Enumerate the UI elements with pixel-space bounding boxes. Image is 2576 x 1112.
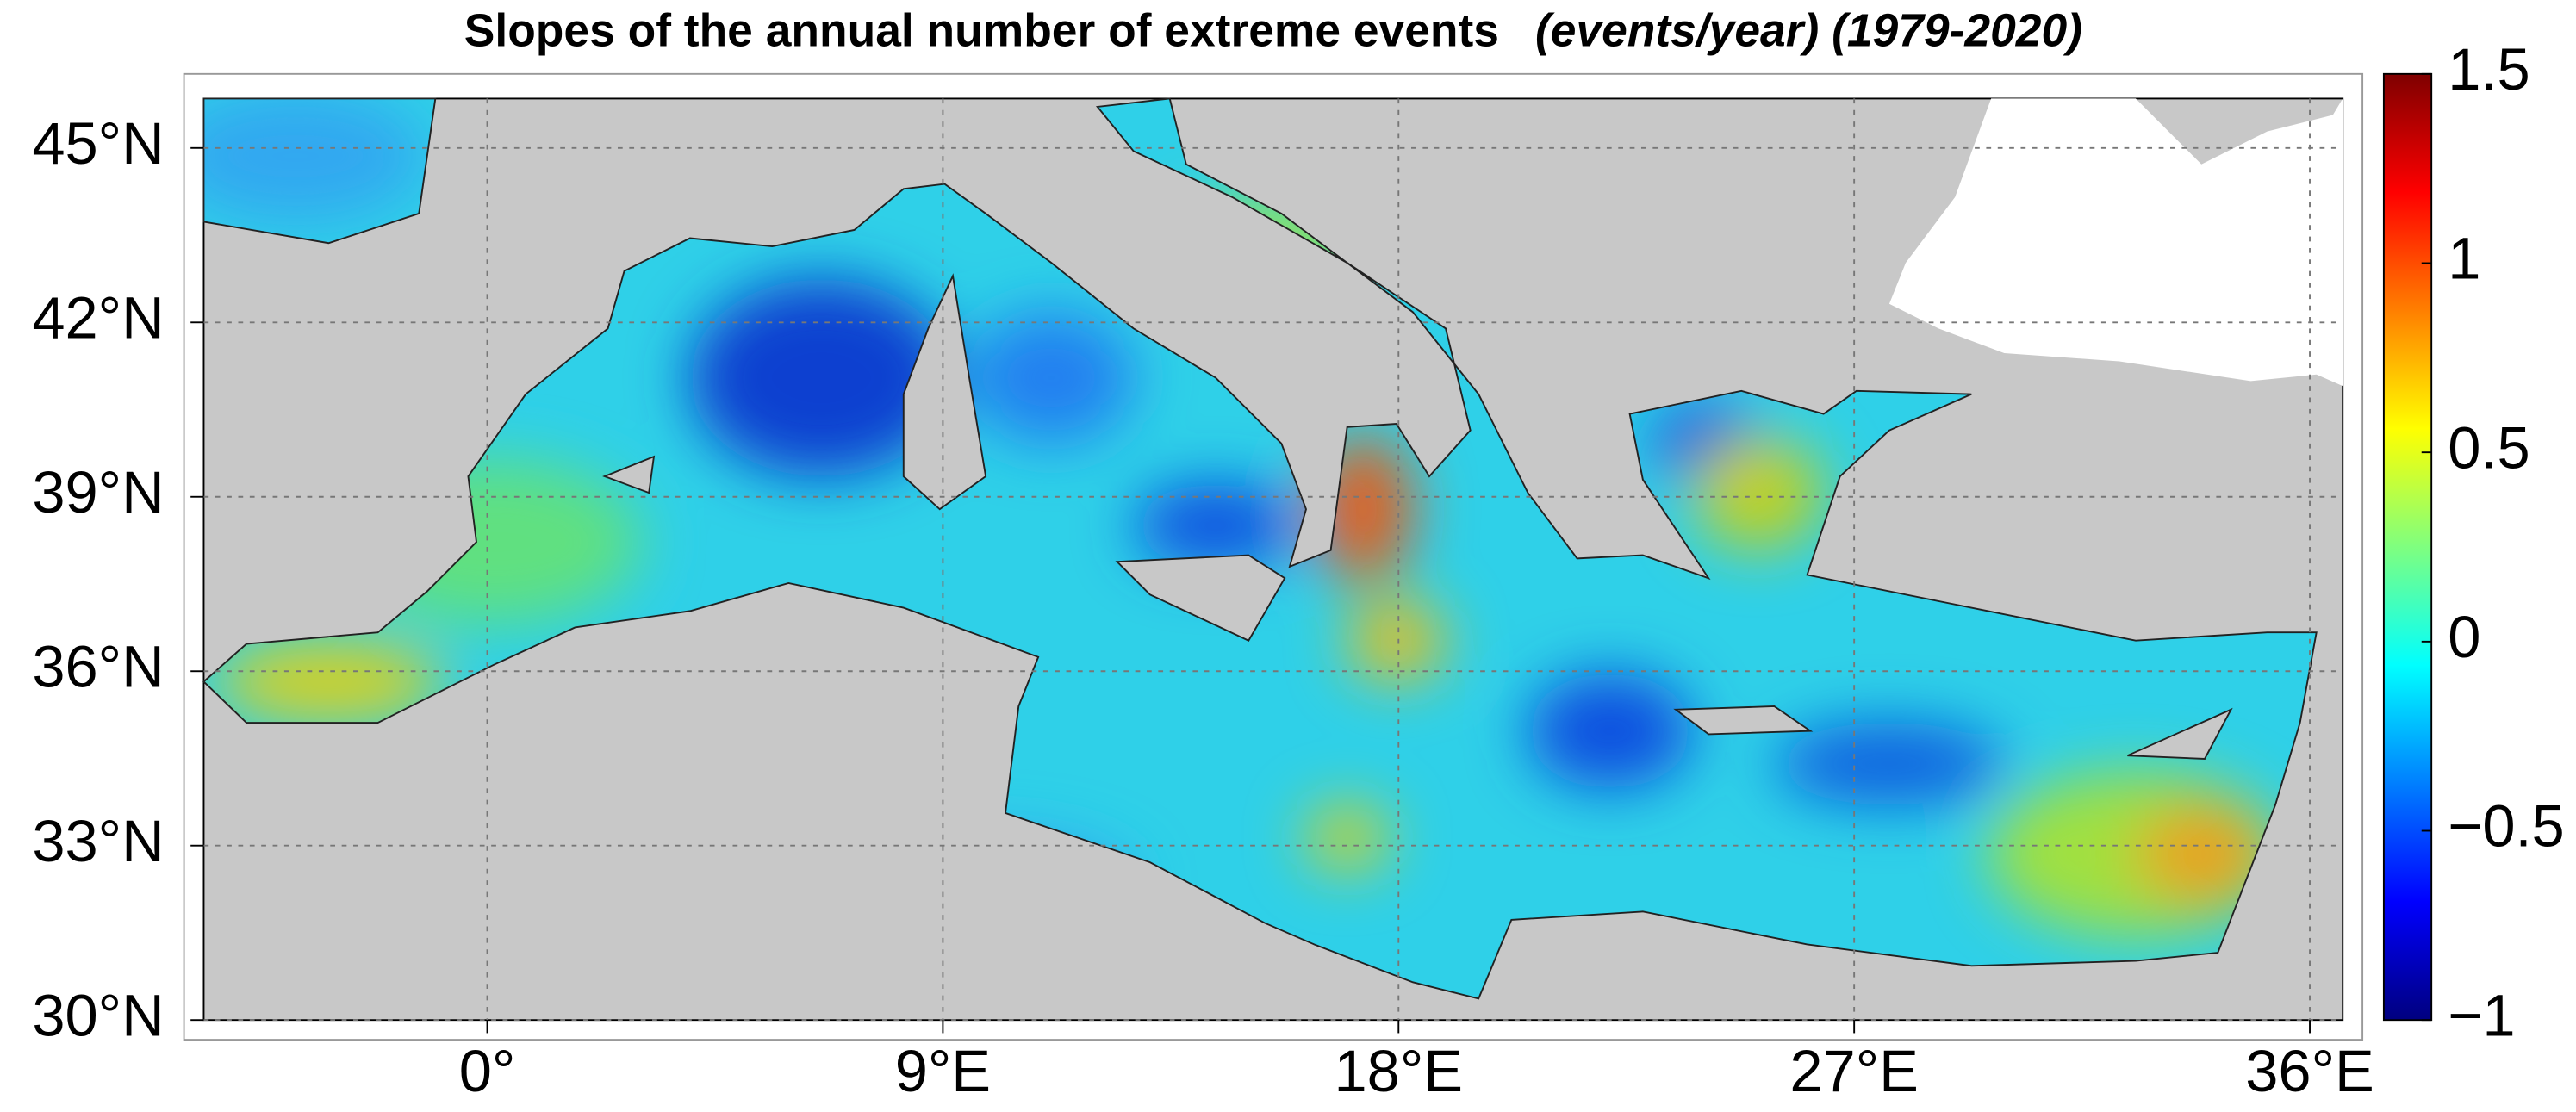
colorbar-tick-label: −0.5 [2448,793,2564,860]
islands [602,273,2233,760]
title-units: (events/year) (1979-2020) [1535,5,2082,56]
title-main: Slopes of the annual number of extreme e… [464,5,1499,56]
y-tick-label: 33°N [32,808,164,874]
x-tick-label: 36°E [2245,1038,2374,1104]
y-tick-label: 36°N [32,633,164,699]
x-tick-label: 0° [459,1038,516,1104]
y-tick-label: 42°N [32,284,164,351]
grid [203,98,2343,1022]
colorbar-tick-label: 1.5 [2448,36,2529,103]
colorbar-tick-label: 0 [2448,604,2480,670]
colorbar [2382,72,2433,1022]
colorbar-tick-label: −1 [2448,982,2515,1048]
coastline [202,97,2318,1000]
x-tick-label: 9°E [895,1038,991,1104]
y-tick-label: 39°N [32,459,164,525]
y-tick-label: 30°N [32,982,164,1048]
colorbar-tick-label: 1 [2448,226,2480,292]
colorbar-tick-label: 0.5 [2448,414,2529,481]
x-tick-label: 27°E [1789,1038,1919,1104]
x-tick-label: 18°E [1334,1038,1463,1104]
black-sea [1888,98,2343,387]
chart-title: Slopes of the annual number of extreme e… [464,5,2082,56]
y-tick-label: 45°N [32,110,164,177]
